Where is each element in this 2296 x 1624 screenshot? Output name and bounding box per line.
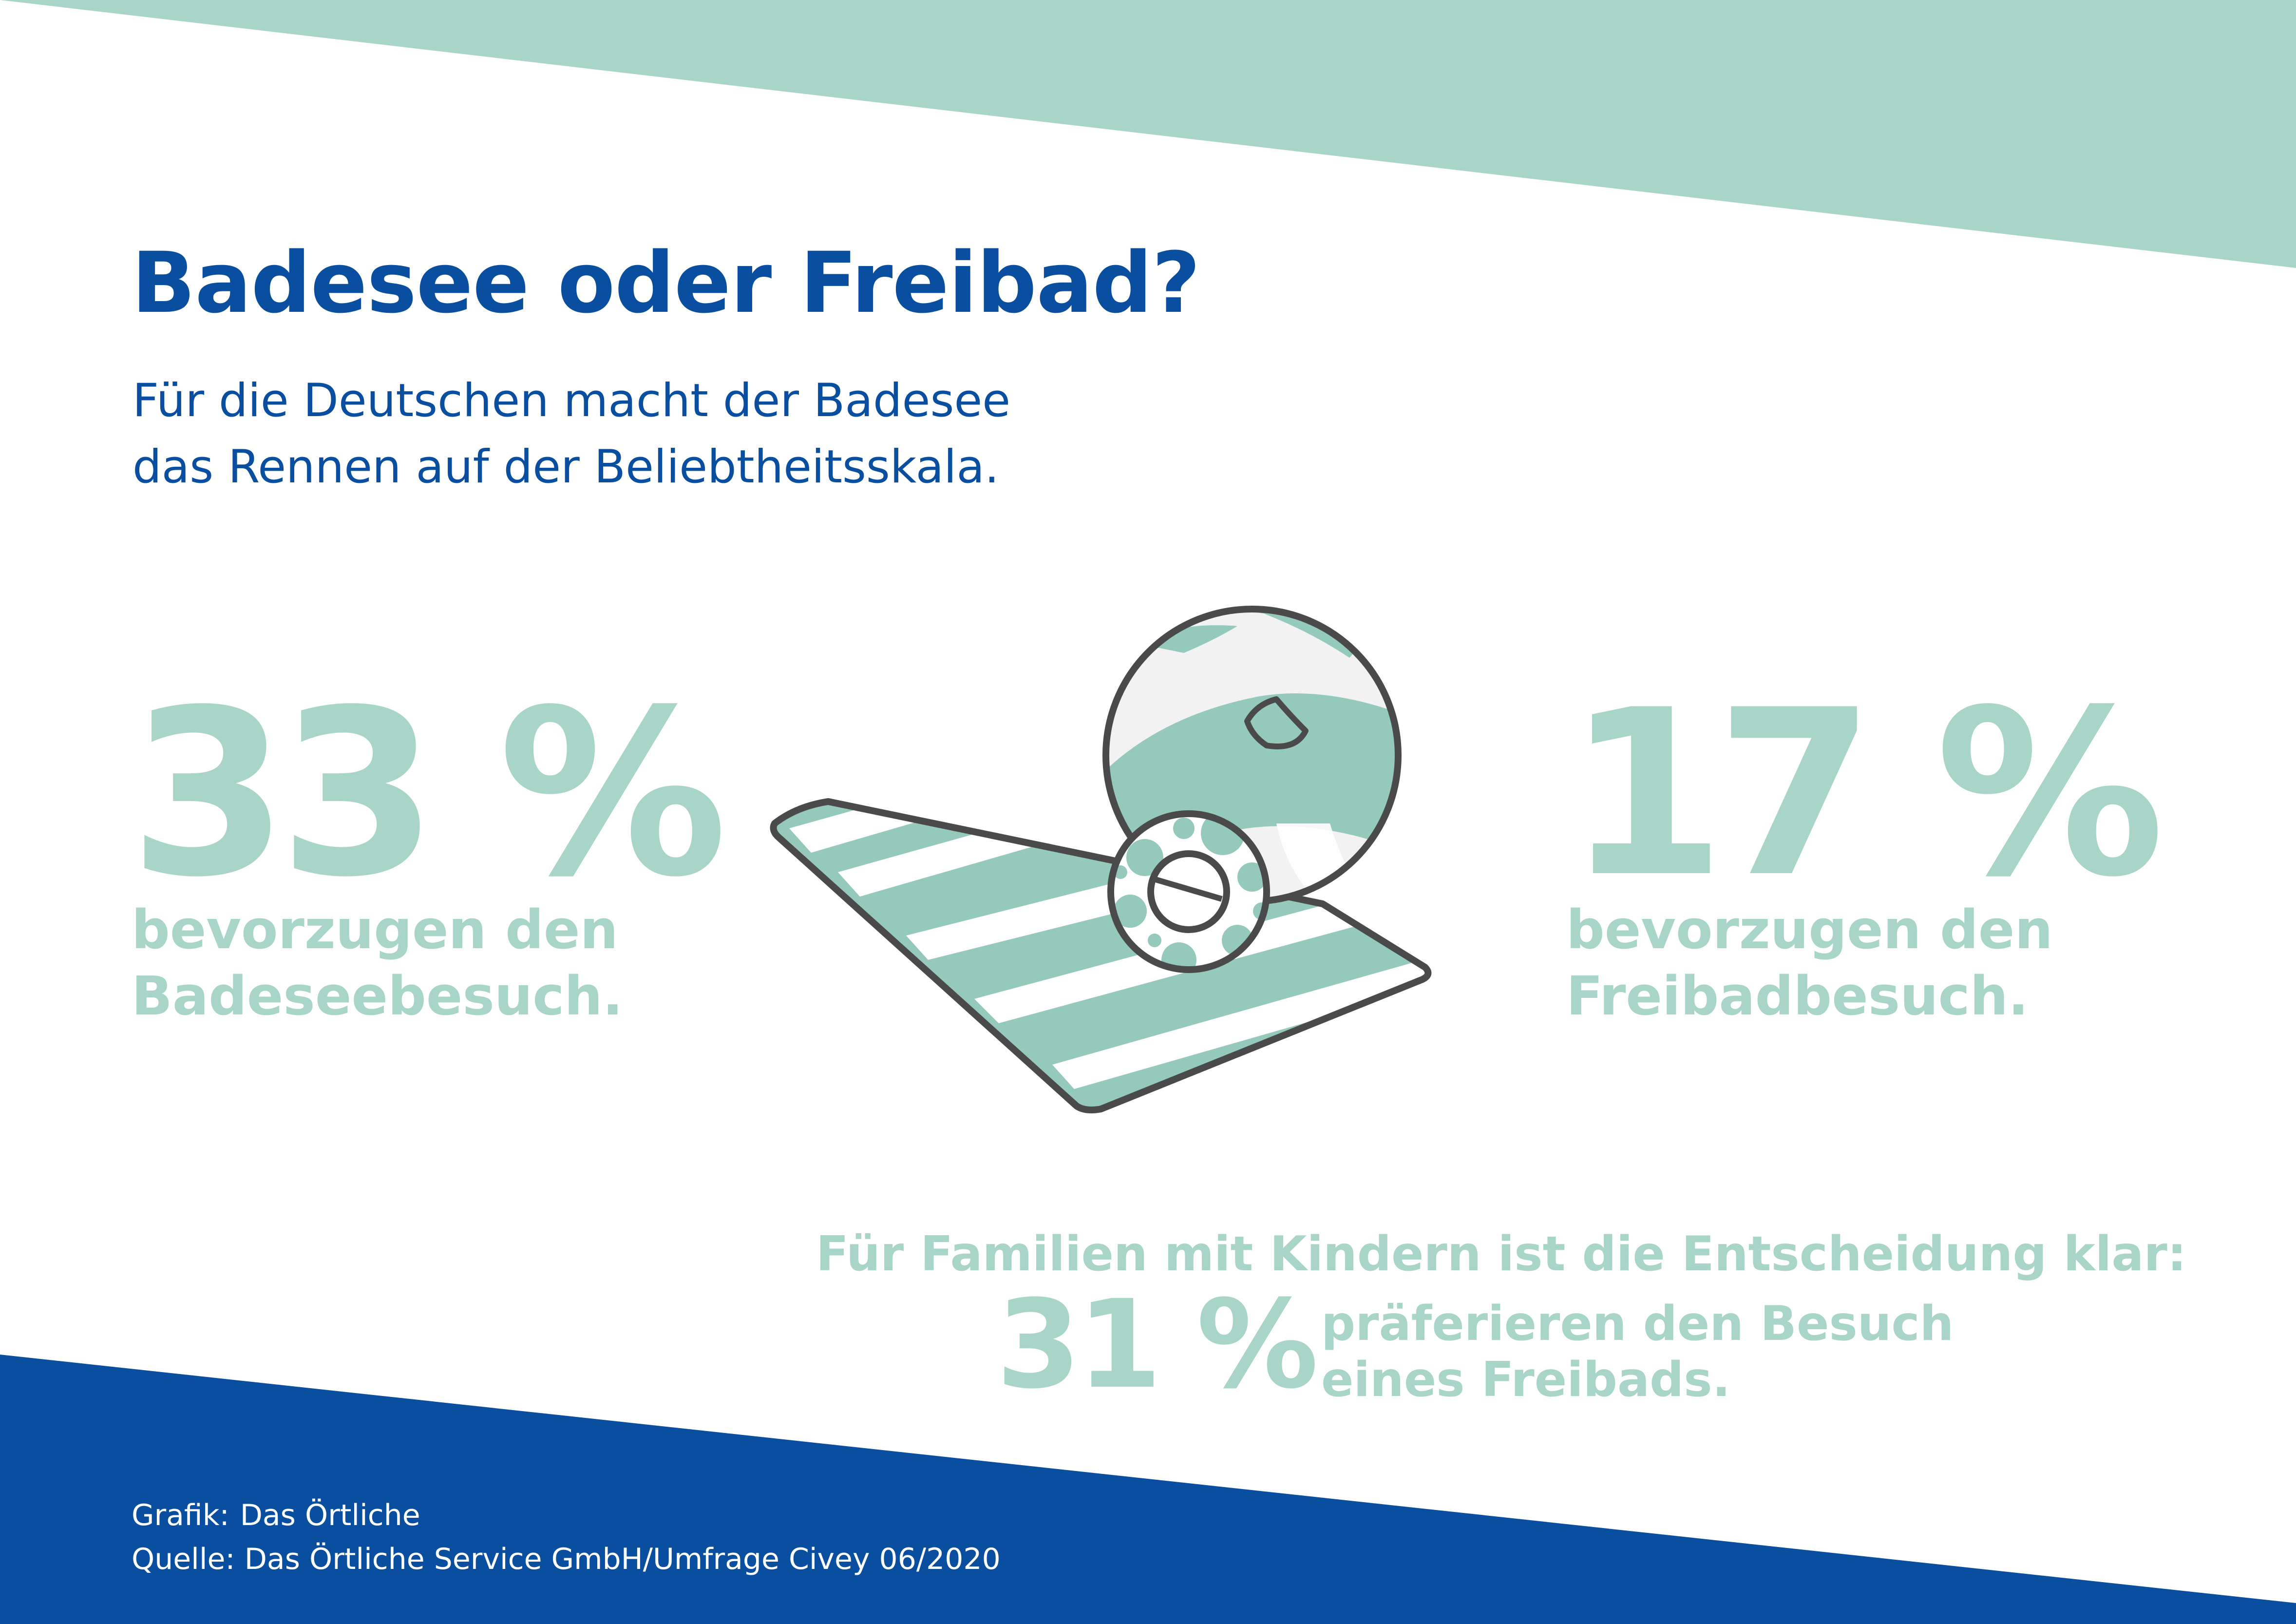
stat-freibad-value: 17 % [1566, 661, 2165, 927]
stat-badesee-caption-line-1: bevorzugen den [132, 898, 618, 961]
swim-ring-icon [1107, 810, 1270, 973]
subtitle-line-2: das Rennen auf der Beliebtheitsskala. [133, 440, 999, 494]
stat-freibad-caption-line-1: bevorzugen den [1566, 898, 2053, 961]
page-subtitle: Für die Deutschen macht der Badesee das … [133, 368, 1010, 500]
quelle-label: Quelle: [132, 1542, 235, 1576]
family-headline: Für Familien mit Kindern ist die Entsche… [816, 1226, 2187, 1282]
family-freibad-value: 31 % [996, 1274, 1318, 1415]
beach-illustration [770, 606, 1432, 1113]
top-mint-band [0, 0, 2296, 268]
grafik-credit: Grafik: Das Örtliche [132, 1493, 1001, 1537]
stat-badesee-value: 33 % [129, 661, 728, 927]
family-caption-line-2: eines Freibads. [1321, 1352, 1730, 1408]
page-title: Badesee oder Freibad? [132, 234, 1200, 332]
stat-freibad-caption-line-2: Freibadbesuch. [1566, 965, 2029, 1027]
stat-freibad-caption: bevorzugen den Freibadbesuch. [1566, 897, 2053, 1029]
stat-badesee-caption: bevorzugen den Badeseebesuch. [132, 897, 623, 1029]
grafik-label: Grafik: [132, 1498, 229, 1532]
stat-badesee-caption-line-2: Badeseebesuch. [132, 965, 623, 1027]
quelle-value: Das Örtliche Service GmbH/Umfrage Civey … [244, 1542, 1001, 1576]
family-freibad-caption: präferieren den Besuch eines Freibads. [1321, 1296, 1954, 1408]
quelle-credit: Quelle: Das Örtliche Service GmbH/Umfrag… [132, 1537, 1001, 1581]
beach-ball-icon [1102, 606, 1402, 905]
grafik-value: Das Örtliche [240, 1498, 420, 1532]
subtitle-line-1: Für die Deutschen macht der Badesee [133, 374, 1011, 427]
family-caption-line-1: präferieren den Besuch [1321, 1296, 1954, 1352]
bottom-blue-band [0, 1355, 2296, 1624]
footer-credits: Grafik: Das Örtliche Quelle: Das Örtliche… [132, 1493, 1001, 1581]
